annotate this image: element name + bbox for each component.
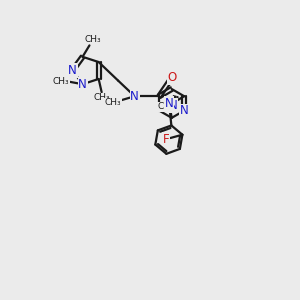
Text: CH₃: CH₃ — [105, 98, 122, 107]
Text: N: N — [169, 99, 178, 112]
Text: N: N — [180, 104, 189, 117]
Text: N: N — [165, 97, 173, 110]
Text: CH₃: CH₃ — [93, 93, 110, 102]
Text: CH₃: CH₃ — [158, 102, 175, 111]
Text: F: F — [163, 133, 169, 146]
Text: O: O — [167, 71, 176, 84]
Text: N: N — [68, 64, 77, 77]
Text: CH₃: CH₃ — [85, 35, 101, 44]
Text: CH₃: CH₃ — [52, 77, 69, 86]
Text: N: N — [78, 78, 87, 91]
Text: N: N — [130, 90, 139, 103]
